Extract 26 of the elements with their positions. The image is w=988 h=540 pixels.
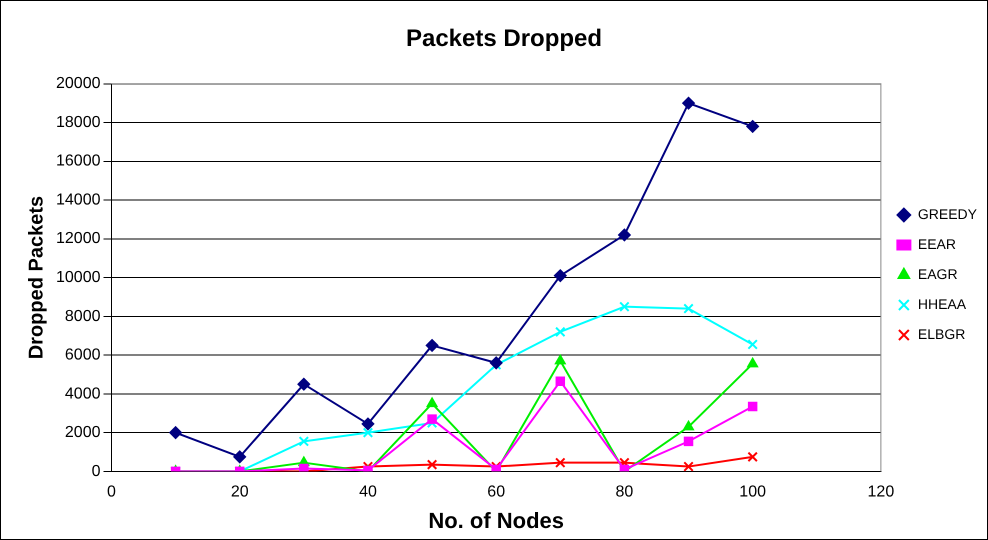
x-tick-label: 120 xyxy=(868,483,894,500)
y-axis-title: Dropped Packets xyxy=(26,196,48,360)
x-tick-label: 0 xyxy=(107,483,116,500)
x-tick-label: 100 xyxy=(739,483,766,500)
y-tick-label: 12000 xyxy=(56,230,101,248)
y-tick-label: 4000 xyxy=(64,385,101,402)
y-tick-label: 0 xyxy=(92,462,101,480)
chart-title: Packets Dropped xyxy=(406,25,602,52)
legend-label: HHEAA xyxy=(918,296,967,312)
x-axis-title: No. of Nodes xyxy=(428,508,564,533)
x-tick-label: 60 xyxy=(487,483,506,500)
y-tick-label: 2000 xyxy=(64,424,101,442)
y-tick-label: 10000 xyxy=(56,269,101,286)
legend-label: EEAR xyxy=(918,236,956,252)
y-tick-label: 18000 xyxy=(56,114,101,131)
y-tick-label: 6000 xyxy=(64,346,101,364)
legend-label: ELBGR xyxy=(918,326,966,342)
x-tick-label: 20 xyxy=(230,483,249,500)
x-tick-label: 80 xyxy=(616,483,634,500)
legend-label: GREEDY xyxy=(918,206,978,222)
y-tick-label: 14000 xyxy=(56,191,101,208)
x-tick-label: 40 xyxy=(359,483,377,500)
y-tick-label: 8000 xyxy=(64,308,101,325)
y-tick-label: 20000 xyxy=(56,75,101,92)
legend-label: EAGR xyxy=(918,266,958,282)
y-tick-label: 16000 xyxy=(56,152,101,170)
